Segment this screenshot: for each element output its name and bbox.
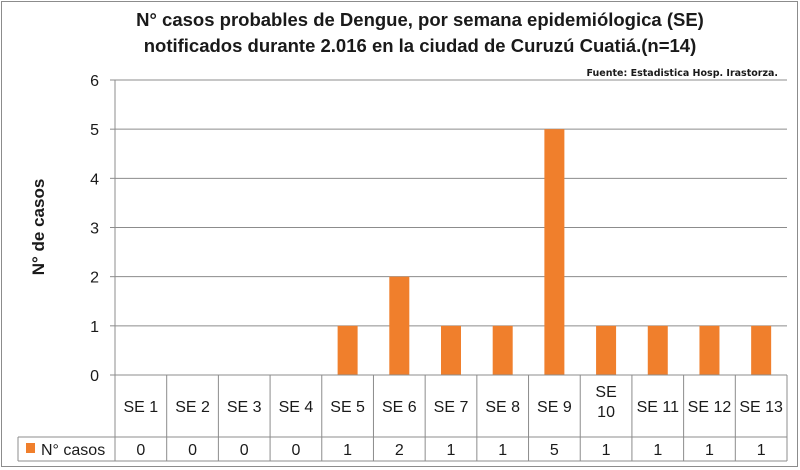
bar [441, 325, 461, 375]
table-value-cell: 0 [136, 442, 145, 459]
x-category-label: SE 13 [739, 399, 783, 416]
table-value-cell: 1 [447, 442, 456, 459]
table-value-cell: 1 [705, 442, 714, 459]
y-tick-label: 5 [90, 122, 99, 139]
y-tick-label: 3 [90, 221, 99, 238]
y-tick-label: 0 [90, 368, 99, 385]
table-value-cell: 1 [343, 442, 352, 459]
x-category-label: SE 4 [279, 399, 314, 416]
axes: 0 1 2 3 4 5 6 [90, 73, 116, 385]
bars [337, 129, 772, 375]
table-value-cell: 2 [395, 442, 404, 459]
bar [699, 325, 720, 375]
x-category-label: SE 10 [595, 384, 616, 421]
bar [337, 325, 358, 375]
bar [544, 129, 565, 375]
x-category-label: SE 7 [434, 399, 469, 416]
x-category-label: SE 6 [382, 399, 417, 416]
chart-title-line1: N° casos probables de Dengue, por semana… [136, 9, 704, 30]
bar [647, 325, 668, 375]
x-category-label: SE 9 [537, 399, 572, 416]
y-tick-label: 6 [90, 73, 99, 90]
bar [596, 325, 617, 375]
x-category-label: SE 2 [175, 399, 210, 416]
x-category-label: SE 1 [124, 399, 159, 416]
x-category-label-line: SE [595, 384, 616, 401]
bar [389, 276, 410, 375]
x-category-label-line: 10 [597, 404, 615, 421]
bar [492, 325, 513, 375]
chart-title-line2: notificados durante 2.016 en la ciudad d… [143, 35, 697, 56]
y-tick-label: 1 [90, 319, 99, 336]
legend-series-name: N° casos [41, 442, 105, 459]
table-value-cell: 1 [653, 442, 662, 459]
gridlines [115, 79, 787, 327]
x-category-label: SE 8 [485, 399, 520, 416]
data-table: SE 1 SE 2 SE 3 SE 4 SE 5 SE 6 SE 7 SE 8 SE 9SE 10… [17, 374, 788, 462]
bar [751, 325, 772, 375]
table-value-cell: 0 [188, 442, 197, 459]
chart-source-note: Fuente: Estadistica Hosp. Irastorza. [586, 68, 778, 79]
y-axis-label: N° de casos [29, 179, 48, 276]
y-tick-label: 4 [90, 171, 99, 188]
table-value-cell: 0 [240, 442, 249, 459]
x-category-label: SE 5 [330, 399, 365, 416]
legend-swatch [26, 443, 35, 453]
table-value-cell: 1 [757, 442, 766, 459]
table-value-cell: 0 [291, 442, 300, 459]
x-category-label: SE 12 [688, 399, 732, 416]
x-category-label: SE 11 [637, 399, 680, 416]
y-tick-label: 2 [90, 270, 99, 287]
table-value-cell: 5 [550, 442, 559, 459]
table-value-cell: 1 [602, 442, 611, 459]
table-value-cell: 1 [498, 442, 507, 459]
x-category-label: SE 3 [227, 399, 262, 416]
